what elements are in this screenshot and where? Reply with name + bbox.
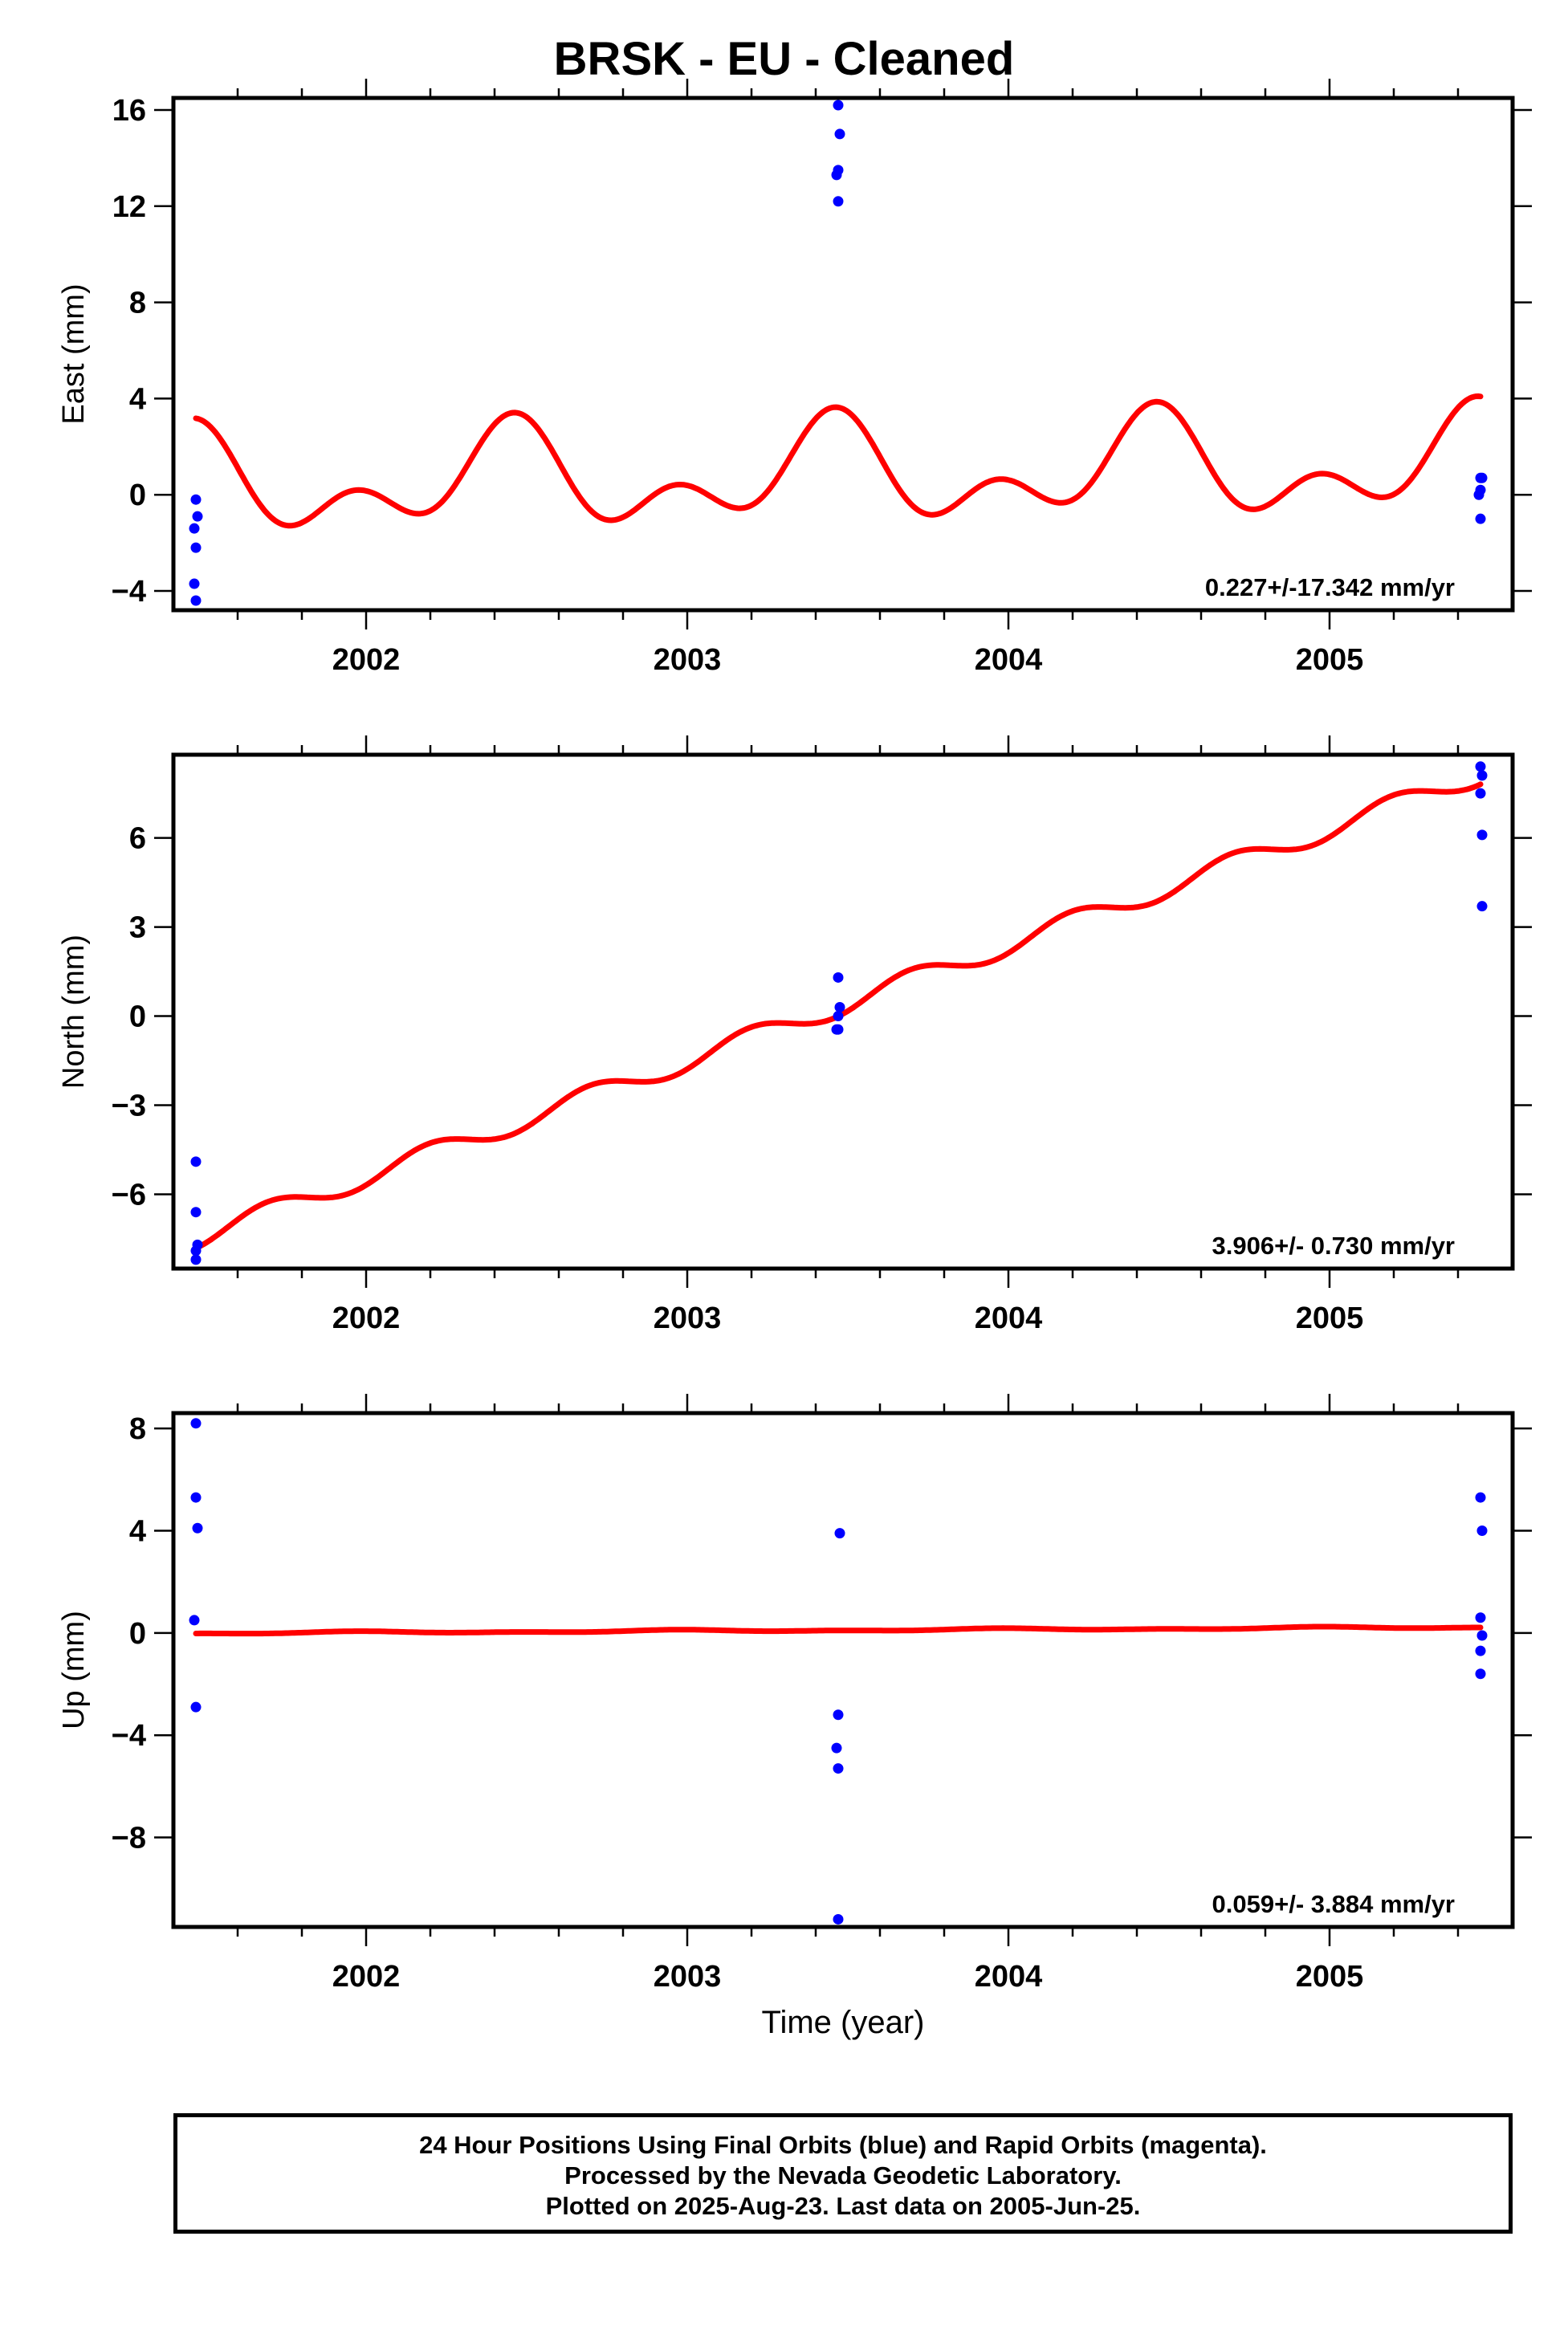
north-y-tick-label: 6: [129, 822, 146, 856]
east-data-point: [831, 169, 842, 181]
east-y-tick-label: 16: [112, 94, 146, 128]
north-data-point: [834, 1001, 845, 1012]
x-axis-label: Time (year): [762, 2005, 925, 2040]
east-data-point: [190, 494, 202, 505]
east-x-tick-label: 2003: [654, 643, 722, 677]
north-data-point: [190, 1207, 202, 1218]
north-plot-area: [190, 761, 1488, 1265]
east-panel: 2002 2003 2004 2005 −4 0 4 8 12 16 East (mm) 0.227+…: [57, 79, 1532, 677]
up-plot-frame: [171, 1411, 1515, 1929]
up-x-tick-label: 2004: [975, 1960, 1043, 1994]
north-data-point: [1476, 901, 1488, 912]
north-data-point: [833, 972, 844, 983]
north-x-tick-label: 2002: [332, 1301, 401, 1335]
page-title: BRSK - EU - Cleaned: [553, 33, 1015, 85]
east-data-point: [833, 196, 844, 207]
east-data-point: [189, 578, 200, 589]
footer-line-3: Plotted on 2025-Aug-23. Last data on 200…: [545, 2192, 1141, 2220]
north-x-tick-label: 2005: [1296, 1301, 1364, 1335]
up-x-tick-label: 2003: [654, 1960, 722, 1994]
up-data-point: [833, 1709, 844, 1721]
up-data-point: [190, 1701, 202, 1713]
footer-line-2: Processed by the Nevada Geodetic Laborat…: [564, 2161, 1122, 2189]
north-data-point: [1476, 829, 1488, 841]
north-y-tick-label: −6: [112, 1179, 146, 1212]
east-data-point: [190, 595, 202, 606]
up-model-curve: [193, 1623, 1484, 1637]
up-data-point: [192, 1522, 203, 1534]
up-data-point: [833, 1763, 844, 1774]
north-rate-label: 3.906+/- 0.730 mm/yr: [1212, 1232, 1455, 1260]
up-panel: 2002 2003 2004 2005 −8 −4 0 4 8 Up (mm) 0.059+/- 3…: [57, 1394, 1532, 1994]
up-data-point: [834, 1528, 845, 1539]
up-plot-area: [189, 1418, 1488, 1925]
east-data-point: [833, 100, 844, 111]
up-y-tick-label: 0: [129, 1617, 146, 1651]
north-data-point: [1475, 788, 1486, 799]
east-data-point: [190, 542, 202, 553]
up-data-point: [190, 1492, 202, 1503]
up-data-point: [1476, 1525, 1488, 1536]
footer-line-1: 24 Hour Positions Using Final Orbits (bl…: [419, 2131, 1267, 2159]
up-data-point: [1475, 1645, 1486, 1656]
north-y-axis-label: North (mm): [57, 935, 91, 1089]
up-data-point: [833, 1913, 844, 1925]
up-data-point: [831, 1742, 842, 1754]
up-data-point: [1475, 1492, 1486, 1503]
footer-box: 24 Hour Positions Using Final Orbits (bl…: [173, 2113, 1513, 2234]
north-data-point: [190, 1156, 202, 1167]
north-y-tick-label: 0: [129, 1000, 146, 1034]
east-data-point: [1476, 472, 1488, 483]
up-x-tick-label: 2002: [332, 1960, 401, 1994]
north-data-point: [833, 1011, 844, 1022]
up-y-tick-label: −8: [112, 1822, 146, 1855]
east-y-axis-label: East (mm): [57, 283, 91, 424]
up-data-point: [190, 1418, 202, 1429]
up-y-tick-label: 4: [129, 1514, 146, 1548]
north-plot-frame: [171, 752, 1515, 1271]
north-y-tick-label: −3: [112, 1090, 146, 1123]
up-y-axis-label: Up (mm): [57, 1611, 91, 1729]
up-y-tick-label: 8: [129, 1412, 146, 1446]
east-x-tick-label: 2002: [332, 643, 401, 677]
up-y-tick-label: −4: [112, 1719, 146, 1753]
up-rate-label: 0.059+/- 3.884 mm/yr: [1212, 1890, 1455, 1918]
north-x-tick-label: 2004: [975, 1301, 1043, 1335]
east-plot-area: [189, 100, 1488, 606]
north-data-point: [190, 1254, 202, 1265]
up-x-tick-label: 2005: [1296, 1960, 1364, 1994]
east-data-point: [1473, 489, 1485, 500]
up-data-point: [1476, 1630, 1488, 1641]
east-x-tick-label: 2005: [1296, 643, 1364, 677]
east-data-point: [1475, 513, 1486, 524]
east-y-tick-label: 8: [129, 287, 146, 320]
north-data-point: [1476, 770, 1488, 781]
north-x-tick-label: 2003: [654, 1301, 722, 1335]
east-y-tick-label: 0: [129, 479, 146, 512]
up-data-point: [1475, 1668, 1486, 1680]
north-data-point: [190, 1245, 202, 1257]
east-data-point: [192, 511, 203, 522]
east-rate-label: 0.227+/-17.342 mm/yr: [1205, 573, 1455, 601]
north-data-point: [833, 1024, 844, 1035]
east-x-tick-label: 2004: [975, 643, 1043, 677]
up-data-point: [1475, 1612, 1486, 1623]
east-data-point: [189, 523, 200, 534]
east-data-point: [834, 128, 845, 140]
east-y-tick-label: −4: [112, 575, 146, 609]
up-data-point: [189, 1615, 200, 1626]
east-model-curve: [193, 393, 1484, 529]
north-data-point: [1475, 761, 1486, 772]
north-panel: 2002 2003 2004 2005 −6 −3 0 3 6 North (mm) 3.906+/…: [57, 735, 1532, 1335]
east-plot-frame: [171, 96, 1515, 613]
north-y-tick-label: 3: [129, 911, 146, 945]
east-y-tick-label: 4: [129, 382, 146, 416]
east-y-tick-label: 12: [112, 190, 146, 224]
